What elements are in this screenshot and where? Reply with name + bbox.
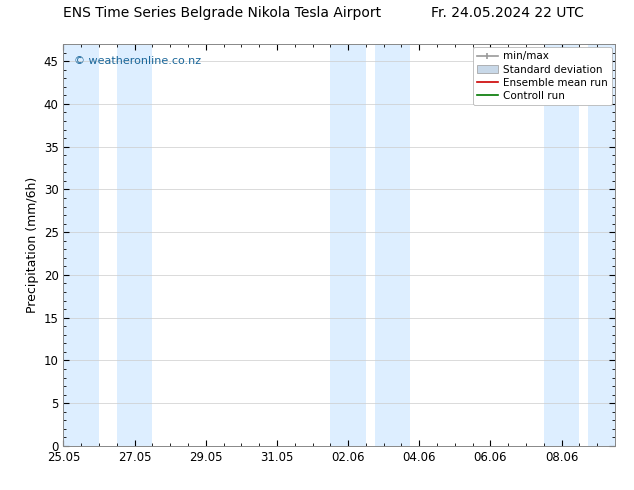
Bar: [117, 44, 152, 446]
Text: Fr. 24.05.2024 22 UTC: Fr. 24.05.2024 22 UTC: [431, 5, 584, 20]
Bar: [588, 44, 615, 446]
Text: © weatheronline.co.nz: © weatheronline.co.nz: [74, 56, 202, 66]
Bar: [375, 44, 410, 446]
Bar: [330, 44, 366, 446]
Bar: [544, 44, 579, 446]
Text: ENS Time Series Belgrade Nikola Tesla Airport: ENS Time Series Belgrade Nikola Tesla Ai…: [63, 5, 382, 20]
Y-axis label: Precipitation (mm/6h): Precipitation (mm/6h): [27, 177, 39, 313]
Bar: [63, 44, 99, 446]
Legend: min/max, Standard deviation, Ensemble mean run, Controll run: min/max, Standard deviation, Ensemble me…: [473, 47, 612, 105]
